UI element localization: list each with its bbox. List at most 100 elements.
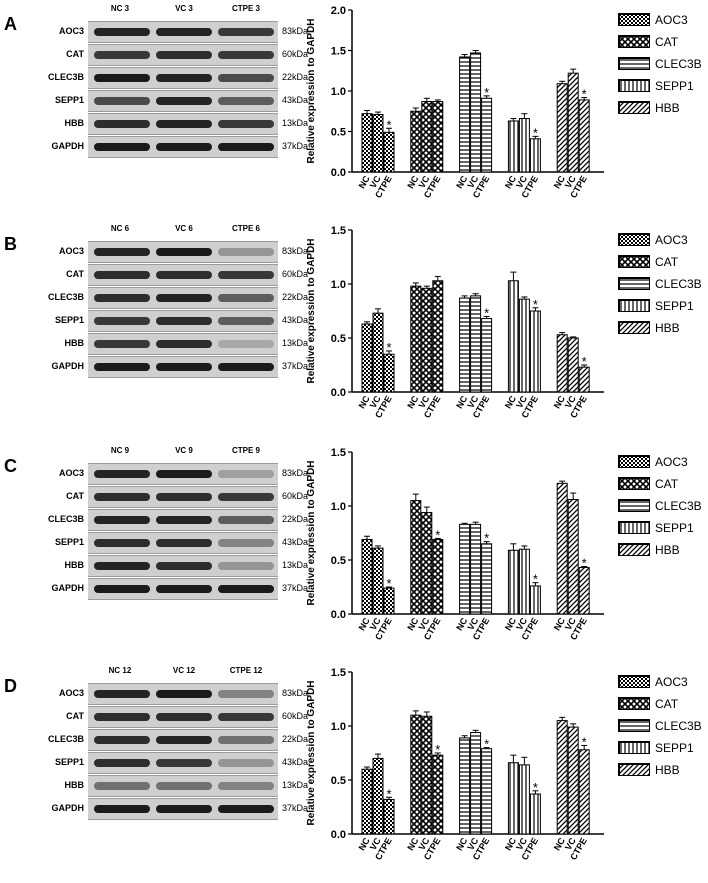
- protein-band: [156, 340, 212, 348]
- molecular-weight: 60kDa: [282, 491, 309, 501]
- y-axis-label: Relative expression to GAPDH: [306, 460, 317, 605]
- y-tick-label: 0.5: [331, 127, 346, 139]
- protein-band: [156, 74, 212, 82]
- protein-band: [156, 713, 212, 721]
- bar: [507, 280, 519, 393]
- bar: [372, 312, 384, 393]
- lane-header: VC 9: [175, 446, 193, 455]
- protein-label: HBB: [64, 338, 85, 348]
- blot-strip: [88, 578, 278, 600]
- protein-band: [156, 690, 212, 698]
- lane-header: VC 6: [175, 224, 193, 233]
- bar: [432, 101, 444, 173]
- legend-swatch: [618, 697, 650, 710]
- blot-row: SEPP1 43kDa: [40, 309, 308, 332]
- significance-marker: *: [582, 86, 587, 101]
- protein-band: [94, 143, 150, 151]
- protein-band: [156, 120, 212, 128]
- blot-strip: [88, 683, 278, 705]
- protein-band: [156, 493, 212, 501]
- bar: [518, 764, 530, 835]
- bar: [507, 549, 519, 615]
- protein-band: [218, 516, 274, 524]
- protein-label: SEPP1: [54, 95, 84, 105]
- bar: [410, 500, 422, 615]
- legend-item: CAT: [618, 32, 708, 52]
- legend-swatch: [618, 543, 650, 556]
- bar: [529, 138, 541, 173]
- protein-band: [218, 759, 274, 767]
- blot-strip: [88, 532, 278, 554]
- protein-band: [156, 759, 212, 767]
- protein-band: [218, 363, 274, 371]
- blot-row: AOC3 83kDa: [40, 682, 308, 705]
- protein-label: GAPDH: [51, 583, 84, 593]
- protein-label: SEPP1: [54, 315, 84, 325]
- blot-row: CLEC3B 22kDa: [40, 286, 309, 309]
- protein-band: [156, 363, 212, 371]
- bar-chart: Relative expression to GAPDH 0.0 0.5 1.0 1.5…: [306, 447, 604, 642]
- western-blot: NC 6 VC 6 CTPE 6 AOC3 83kDa CAT 60kDa CLEC3B 22k…: [40, 220, 308, 432]
- protein-label: AOC3: [58, 246, 84, 256]
- legend-swatch: [618, 255, 650, 268]
- molecular-weight: 37kDa: [282, 803, 309, 813]
- bar: [372, 547, 384, 615]
- protein-band: [218, 713, 274, 721]
- bar: [578, 567, 590, 615]
- legend-label: CLEC3B: [655, 277, 702, 291]
- legend-swatch: [618, 675, 650, 688]
- legend-label: AOC3: [655, 233, 688, 247]
- protein-band: [156, 736, 212, 744]
- panel-d: D NC 12 VC 12 CTPE 12 AOC3 83kDa CAT 60kDa CLEC3…: [0, 662, 708, 874]
- protein-label: GAPDH: [51, 141, 84, 151]
- lane-header: NC 12: [108, 666, 132, 675]
- protein-label: HBB: [64, 780, 85, 790]
- protein-band: [94, 585, 150, 593]
- protein-band: [156, 51, 212, 59]
- y-tick-label: 1.5: [331, 46, 346, 58]
- protein-label: GAPDH: [51, 361, 84, 371]
- protein-label: AOC3: [58, 26, 84, 36]
- significance-marker: *: [484, 531, 489, 546]
- bar: [518, 298, 530, 393]
- blot-row: AOC3 83kDa: [40, 462, 308, 485]
- y-tick-label: 0.5: [331, 555, 346, 567]
- western-blot: NC 9 VC 9 CTPE 9 AOC3 83kDa CAT 60kDa CLEC3B 22k…: [40, 442, 308, 654]
- protein-label: CAT: [66, 49, 84, 59]
- molecular-weight: 13kDa: [282, 560, 309, 570]
- blot-row: SEPP1 43kDa: [40, 531, 308, 554]
- bar: [507, 120, 519, 173]
- bar-chart: Relative expression to GAPDH 0.0 0.5 1.0 1.5…: [306, 667, 604, 862]
- protein-label: CLEC3B: [47, 734, 84, 744]
- legend-label: CAT: [655, 477, 679, 491]
- significance-marker: *: [386, 117, 391, 132]
- legend-item: CAT: [618, 252, 708, 272]
- panel-label: B: [4, 234, 17, 254]
- y-tick-label: 1.0: [331, 501, 346, 513]
- legend-label: CAT: [655, 255, 679, 269]
- protein-band: [94, 736, 150, 744]
- blot-row: HBB 13kDa: [40, 112, 308, 135]
- protein-band: [94, 782, 150, 790]
- lane-headers: NC 3 VC 3 CTPE 3: [88, 4, 288, 16]
- legend-item: HBB: [618, 98, 708, 118]
- y-tick-label: 1.5: [331, 667, 346, 679]
- bar: [361, 323, 373, 393]
- protein-band: [94, 562, 150, 570]
- bar: [556, 482, 568, 615]
- protein-band: [94, 294, 150, 302]
- protein-label: SEPP1: [54, 757, 84, 767]
- significance-marker: *: [582, 354, 587, 369]
- lane-header: CTPE 9: [231, 446, 260, 455]
- blot-row: CAT 60kDa: [40, 705, 309, 728]
- protein-label: CAT: [66, 711, 84, 721]
- bar: [567, 72, 579, 173]
- western-blot: NC 3 VC 3 CTPE 3 AOC3 83kDa CAT 60kDa CLEC3B 22k…: [40, 0, 308, 212]
- protein-label: HBB: [64, 118, 85, 128]
- panel-c: C NC 9 VC 9 CTPE 9 AOC3 83kDa CAT 60kDa CLEC3B 22…: [0, 442, 708, 654]
- protein-band: [94, 493, 150, 501]
- molecular-weight: 60kDa: [282, 711, 309, 721]
- legend-item: AOC3: [618, 672, 708, 692]
- legend-item: HBB: [618, 760, 708, 780]
- molecular-weight: 22kDa: [282, 292, 309, 302]
